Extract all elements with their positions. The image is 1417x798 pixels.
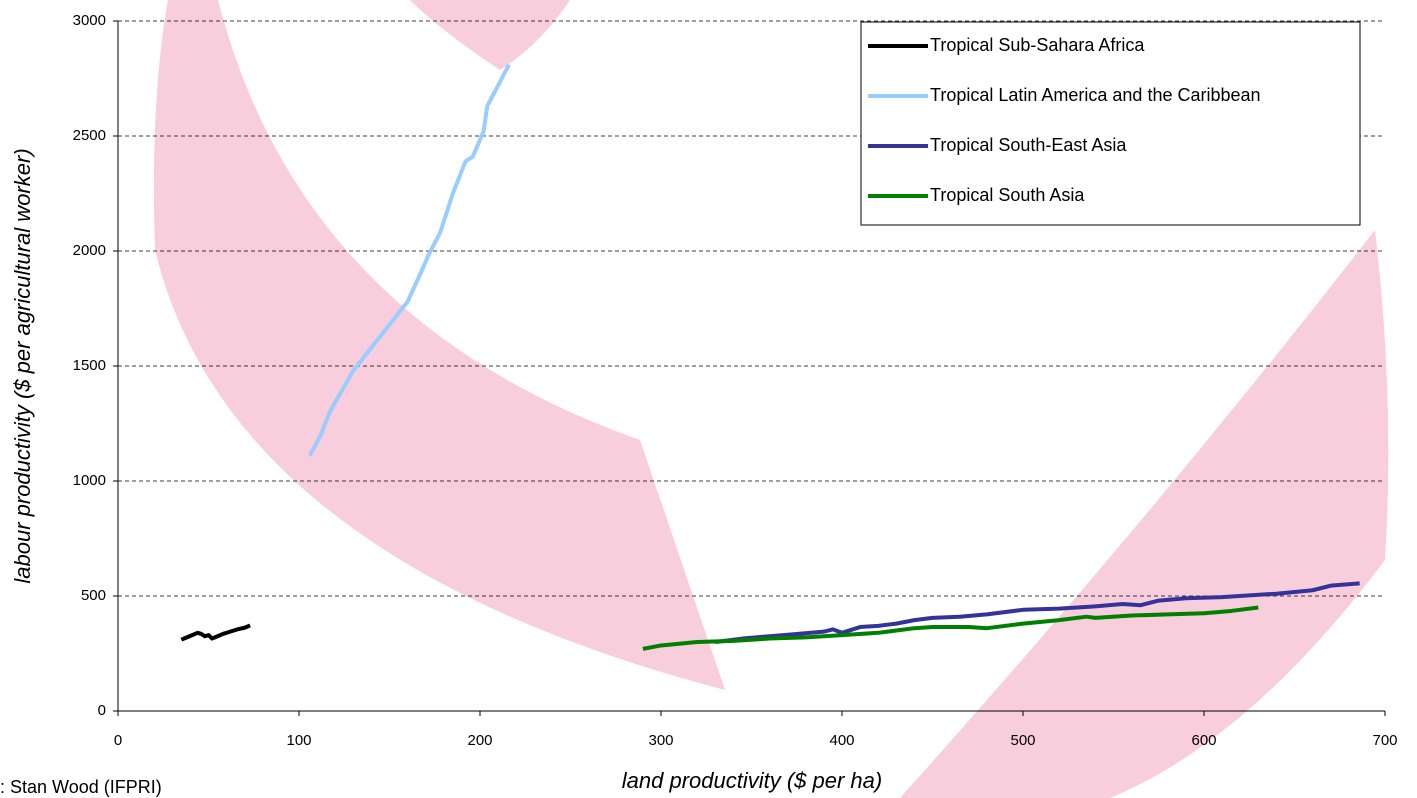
page: 0 500 1000 1500 2000 2500 3000 0 100 200 300 400 500… <box>0 0 1417 798</box>
y-tick-label: 1000 <box>73 472 106 489</box>
y-axis-title: labour productivity ($ per agricultural … <box>10 148 35 583</box>
source-note: : Stan Wood (IFPRI) <box>0 777 162 797</box>
series-line <box>181 625 250 639</box>
x-tick-label: 100 <box>286 732 311 749</box>
pink-arc <box>900 230 1388 798</box>
legend-label: Tropical Latin America and the Caribbean <box>930 85 1261 105</box>
legend-label: Tropical South-East Asia <box>930 135 1127 155</box>
legend-label: Tropical Sub-Sahara Africa <box>930 35 1145 55</box>
x-axis-title: land productivity ($ per ha) <box>622 768 882 793</box>
chart: 0 500 1000 1500 2000 2500 3000 0 100 200 300 400 500… <box>0 0 1417 798</box>
pink-arc <box>154 0 725 690</box>
x-tick-label: 300 <box>648 732 673 749</box>
x-tick-label: 200 <box>467 732 492 749</box>
y-tick-label: 0 <box>98 702 106 719</box>
y-tick-label: 3000 <box>73 12 106 29</box>
x-tick-label: 600 <box>1191 732 1216 749</box>
x-tick-label: 400 <box>829 732 854 749</box>
y-tick-label: 500 <box>81 587 106 604</box>
x-tick-label: 700 <box>1372 732 1397 749</box>
y-tick-label: 2000 <box>73 242 106 259</box>
pink-arc <box>410 0 570 70</box>
y-tick-label: 1500 <box>73 357 106 374</box>
legend-label: Tropical South Asia <box>930 185 1085 205</box>
x-tick-label: 500 <box>1010 732 1035 749</box>
x-tick-label: 0 <box>114 732 122 749</box>
y-tick-label: 2500 <box>73 127 106 144</box>
